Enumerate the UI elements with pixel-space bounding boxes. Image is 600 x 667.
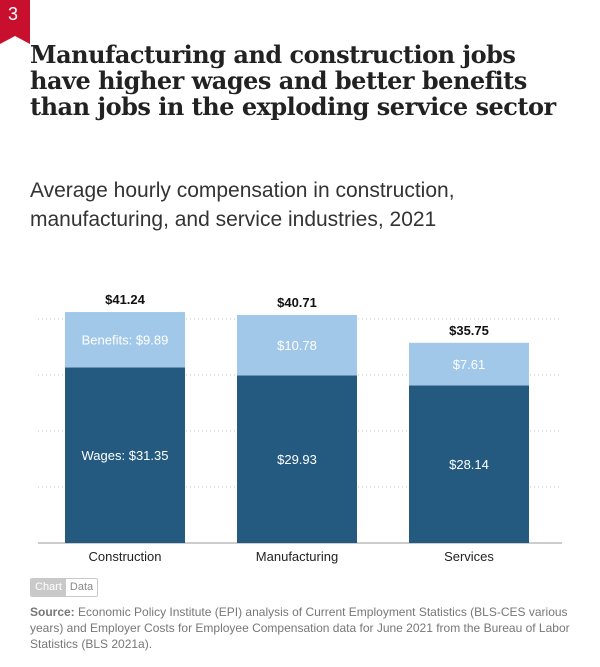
benefits-label: Benefits: $9.89 (82, 333, 169, 348)
benefits-label: $7.61 (453, 357, 486, 372)
category-label: Construction (89, 549, 162, 564)
source-note: Source: Economic Policy Institute (EPI) … (30, 604, 575, 652)
benefits-bar-construction (65, 312, 185, 368)
total-label: $41.24 (105, 292, 146, 307)
wages-label: Wages: $31.35 (82, 448, 169, 463)
category-label: Services (444, 549, 494, 564)
figure-number-badge: 3 (0, 0, 30, 44)
source-text: Economic Policy Institute (EPI) analysis… (30, 605, 570, 651)
chart-title: Manufacturing and construction jobs have… (30, 40, 556, 121)
wages-bar-services (409, 385, 529, 543)
bars (65, 312, 529, 543)
stacked-bar-chart: Wages: $31.35 Benefits: $9.89 $41.24 Constr… (38, 292, 562, 564)
wages-label: $28.14 (449, 457, 489, 472)
total-label: $35.75 (449, 323, 489, 338)
view-toggle: Chart Data (30, 578, 99, 597)
data-view-button[interactable]: Data (65, 579, 98, 596)
category-label: Manufacturing (256, 549, 338, 564)
benefits-bar-services (409, 342, 529, 386)
benefits-bar-manufacturing (237, 315, 357, 376)
figure-number: 3 (7, 4, 18, 24)
labels: Wages: $31.35 Benefits: $9.89 $41.24 Constr… (82, 292, 495, 564)
total-label: $40.71 (277, 295, 317, 310)
badge-shape (0, 0, 30, 44)
chart-subtitle: Average hourly compensation in construct… (30, 179, 455, 231)
chart-view-button[interactable]: Chart (31, 579, 66, 596)
benefits-label: $10.78 (277, 338, 317, 353)
wages-label: $29.93 (277, 452, 317, 467)
wages-bar-manufacturing (237, 375, 357, 543)
wages-bar-construction (65, 367, 185, 543)
source-label: Source: (30, 605, 75, 619)
